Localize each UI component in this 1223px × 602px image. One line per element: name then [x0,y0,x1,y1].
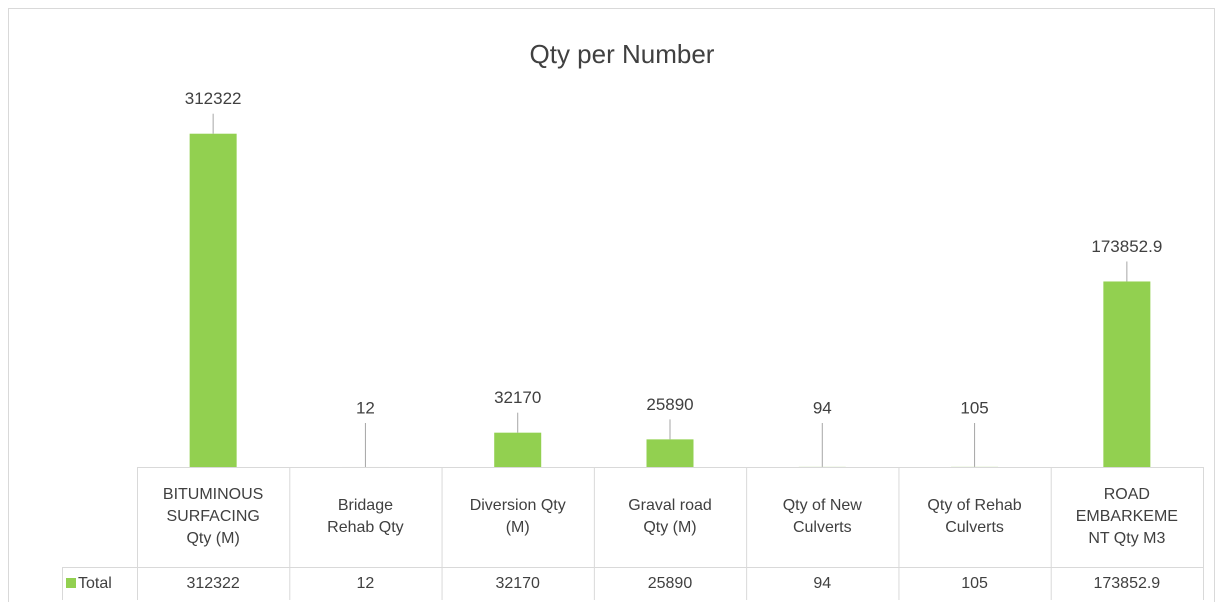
data-label: 312322 [185,89,242,108]
x-tick-label-text: Diversion Qty (M) [469,497,566,536]
x-tick-label-text: Qty of New Culverts [782,497,862,536]
x-tick-label: Qty of New Culverts [746,467,898,567]
x-tick-label: Graval road Qty (M) [594,467,746,567]
table-value: 12 [289,567,441,600]
x-tick-label-text: Qty of Rehab Culverts [927,497,1022,536]
data-label: 173852.9 [1091,237,1162,256]
table-value-text: 25890 [647,574,693,592]
table-value-text: 105 [961,574,988,592]
legend-label-text: Total [78,574,112,592]
table-value: 312322 [137,567,289,600]
x-tick-label-text: ROAD EMBARKEMENT Qty M3 [1075,486,1178,547]
bar [646,439,694,467]
x-tick-label: Diversion Qty (M) [442,467,594,567]
data-label: 32170 [494,388,541,407]
legend-label: Total [78,567,137,600]
data-label: 94 [813,398,832,417]
table-value: 94 [746,567,898,600]
table-value: 105 [898,567,1050,600]
x-tick-label-text: BITUMINOUS SURFACING Qty (M) [162,486,264,547]
x-tick-label-text: Graval road Qty (M) [628,497,712,536]
bar [494,432,542,467]
table-value: 173852.9 [1051,567,1203,600]
table-value-text: 94 [813,574,832,592]
x-tick-label: Bridage Rehab Qty [289,467,441,567]
table-value: 25890 [594,567,746,600]
data-label: 12 [356,398,375,417]
table-value-text: 32170 [495,574,540,592]
chart-title: Qty per Number [530,39,715,69]
legend-swatch [66,578,76,588]
table-value-text: 173852.9 [1093,574,1161,592]
data-label: 25890 [646,395,693,414]
bar [1103,281,1151,467]
x-tick-label: Qty of Rehab Culverts [898,467,1050,567]
x-tick-label-text: Bridage Rehab Qty [327,497,404,536]
data-label: 105 [960,398,988,417]
table-value-text: 312322 [186,574,240,592]
x-tick-label: ROAD EMBARKEMENT Qty M3 [1051,467,1203,567]
x-tick-label: BITUMINOUS SURFACING Qty (M) [137,467,289,567]
table-value: 32170 [442,567,594,600]
table-value-text: 12 [356,574,375,592]
bar [189,133,237,467]
